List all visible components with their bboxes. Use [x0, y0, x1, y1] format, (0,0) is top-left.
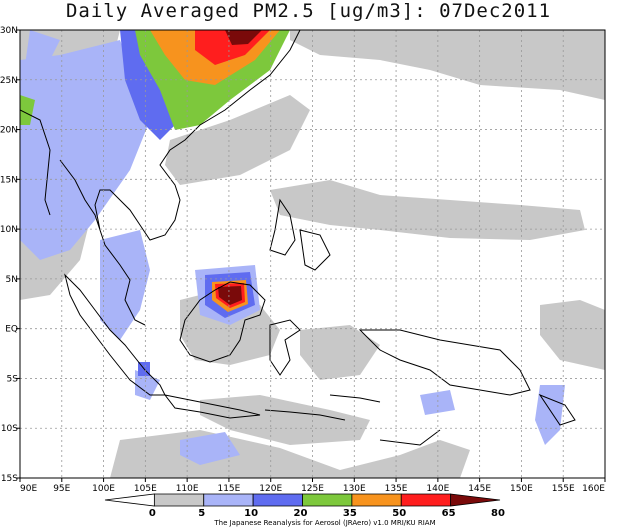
- lat-tick-label: 20N: [0, 126, 18, 136]
- colorbar-segment: [104, 493, 155, 507]
- lon-tick-label: 105E: [134, 484, 157, 494]
- colorbar-label: 20: [294, 508, 308, 519]
- lat-tick-label: 25N: [0, 76, 18, 86]
- colorbar-label: 65: [442, 508, 456, 519]
- colorbar-segment: [351, 493, 402, 507]
- lat-tick-label: 30N: [0, 26, 18, 36]
- colorbar-segment: [302, 493, 353, 507]
- colorbar-label: 0: [149, 508, 156, 519]
- lon-tick-label: 100E: [92, 484, 115, 494]
- colorbar-label: 50: [392, 508, 406, 519]
- colorbar-segment: [203, 493, 254, 507]
- lon-tick-label: 140E: [426, 484, 449, 494]
- lat-tick-label: EQ: [5, 325, 18, 335]
- lon-tick-label: 160E: [582, 484, 605, 494]
- lat-tick-label: 5N: [6, 275, 18, 285]
- lon-tick-label: 150E: [510, 484, 533, 494]
- credit-text: The Japanese Reanalysis for Aerosol (JRA…: [213, 519, 435, 527]
- lat-tick-label: 15S: [1, 474, 18, 484]
- colorbar: 0 5 10 20 35 50 65 80: [104, 493, 505, 519]
- lon-tick-label: 135E: [385, 484, 408, 494]
- concentration-fields: [20, 30, 605, 478]
- colorbar-label: 80: [491, 508, 505, 519]
- colorbar-label: 10: [244, 508, 258, 519]
- lon-tick-label: 120E: [259, 484, 282, 494]
- lon-tick-label: 115E: [217, 484, 240, 494]
- lon-tick-label: 95E: [53, 484, 70, 494]
- lon-tick-label: 130E: [343, 484, 366, 494]
- lon-tick-label: 110E: [176, 484, 199, 494]
- colorbar-segment: [400, 493, 452, 507]
- colorbar-segment: [450, 493, 501, 507]
- colorbar-segment: [252, 493, 303, 507]
- lon-tick-label: 90E: [20, 484, 37, 494]
- coastlines: [20, 30, 576, 446]
- colorbar-segment: [153, 493, 205, 507]
- lat-tick-label: 5S: [7, 374, 19, 384]
- colorbar-label: 5: [198, 508, 205, 519]
- lon-tick-label: 145E: [468, 484, 491, 494]
- lat-tick-label: 10S: [1, 424, 18, 434]
- lon-tick-label: 125E: [301, 484, 324, 494]
- lat-tick-label: 15N: [0, 175, 18, 185]
- lat-tick-label: 10N: [0, 225, 18, 235]
- map-title: Daily Averaged PM2.5 [ug/m3]: 07Dec2011: [65, 0, 552, 22]
- colorbar-label: 35: [343, 508, 357, 519]
- lon-tick-label: 155E: [552, 484, 575, 494]
